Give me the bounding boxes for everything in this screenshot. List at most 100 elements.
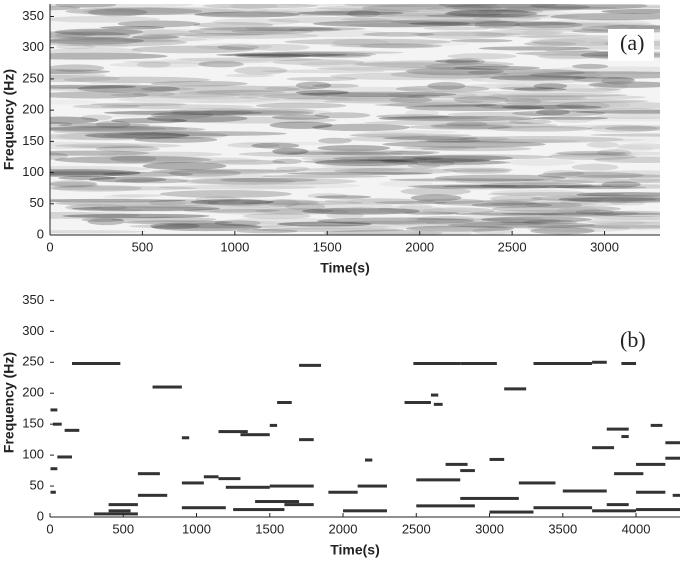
texture-streak (491, 205, 622, 213)
texture-streak (110, 194, 164, 198)
texture-streak (534, 52, 660, 59)
texture-streak (479, 14, 580, 19)
segment (50, 408, 58, 412)
texture-streak (158, 185, 316, 190)
y-axis-title: Frequency (Hz) (1, 69, 17, 170)
texture-streak (50, 74, 121, 83)
texture-streak (301, 207, 421, 215)
texture-streak (363, 120, 534, 126)
texture-streak (455, 178, 597, 186)
texture-streak (489, 75, 587, 81)
segment (430, 393, 439, 397)
texture-streak (593, 210, 660, 217)
texture-streak (194, 11, 358, 17)
texture-streak (558, 196, 605, 202)
texture-streak (131, 45, 256, 54)
texture-streak (387, 101, 497, 108)
texture-streak (110, 155, 157, 163)
texture-streak (177, 199, 317, 206)
texture-streak (265, 199, 301, 207)
texture-streak (446, 121, 488, 127)
texture-streak (451, 169, 511, 174)
texture-streak (472, 15, 542, 22)
texture-streak (382, 140, 546, 148)
x-tick-label: 500 (132, 239, 154, 254)
texture-streak (261, 69, 386, 74)
texture-streak (235, 53, 311, 59)
texture-streak (440, 77, 484, 82)
texture-streak (530, 195, 660, 202)
texture-streak (255, 208, 334, 214)
texture-streak (180, 173, 273, 180)
texture-streak (50, 126, 166, 131)
texture-streak (575, 109, 660, 115)
texture-streak (605, 125, 660, 132)
texture-streak (526, 224, 660, 229)
texture-streak (83, 7, 245, 16)
texture-streak (69, 204, 102, 210)
texture-streak (488, 93, 628, 98)
texture-streak (504, 138, 647, 142)
texture-streak (238, 92, 328, 101)
texture-streak (537, 171, 645, 179)
texture-streak (324, 198, 436, 204)
texture-streak (176, 57, 323, 62)
texture-streak (198, 61, 244, 68)
texture-streak (299, 149, 410, 153)
texture-streak (471, 202, 553, 208)
texture-streak (136, 61, 171, 68)
segment (108, 503, 138, 507)
texture-streak (261, 92, 426, 100)
texture-streak (284, 29, 389, 38)
texture-streak (555, 78, 595, 82)
texture-streak (50, 36, 208, 42)
texture-streak (282, 171, 359, 179)
y-tick-label: 50 (30, 195, 44, 210)
texture-streak (322, 150, 435, 156)
segment (489, 510, 534, 514)
texture-streak (50, 69, 111, 74)
texture-streak (548, 153, 637, 161)
texture-streak (572, 63, 609, 69)
texture-streak (249, 224, 392, 229)
texture-streak (419, 94, 587, 100)
texture-streak (469, 11, 583, 16)
segment (404, 401, 431, 404)
texture-streak (216, 53, 348, 57)
texture-streak (255, 201, 296, 206)
texture-streak (572, 76, 635, 83)
texture-streak (81, 217, 124, 222)
segment (533, 506, 593, 510)
texture-streak (50, 165, 152, 173)
segment (621, 435, 629, 439)
texture-streak (272, 59, 365, 66)
texture-streak (198, 26, 366, 31)
texture-streak (463, 83, 596, 90)
texture-streak (380, 158, 491, 163)
texture-streak (90, 102, 187, 106)
x-tick-label: 0 (46, 239, 53, 254)
texture-streak (50, 186, 197, 191)
texture-streak (312, 123, 410, 132)
texture-streak (487, 192, 625, 197)
texture-streak (299, 91, 457, 98)
texture-streak (234, 66, 288, 75)
texture-streak (297, 11, 404, 16)
texture-streak (481, 198, 603, 205)
texture-streak (65, 7, 203, 16)
texture-streak (528, 71, 660, 79)
texture-streak (70, 144, 155, 149)
segment (592, 509, 637, 513)
segment (328, 490, 358, 494)
texture-streak (269, 121, 333, 129)
texture-streak (107, 155, 204, 162)
texture-streak (407, 162, 441, 169)
texture-streak (55, 4, 117, 8)
texture-streak (80, 114, 113, 121)
texture-streak (610, 201, 646, 206)
texture-streak (55, 168, 124, 174)
texture-streak (170, 116, 337, 124)
texture-streak (205, 159, 286, 165)
texture-streak (110, 216, 217, 223)
texture-streak (95, 120, 131, 129)
